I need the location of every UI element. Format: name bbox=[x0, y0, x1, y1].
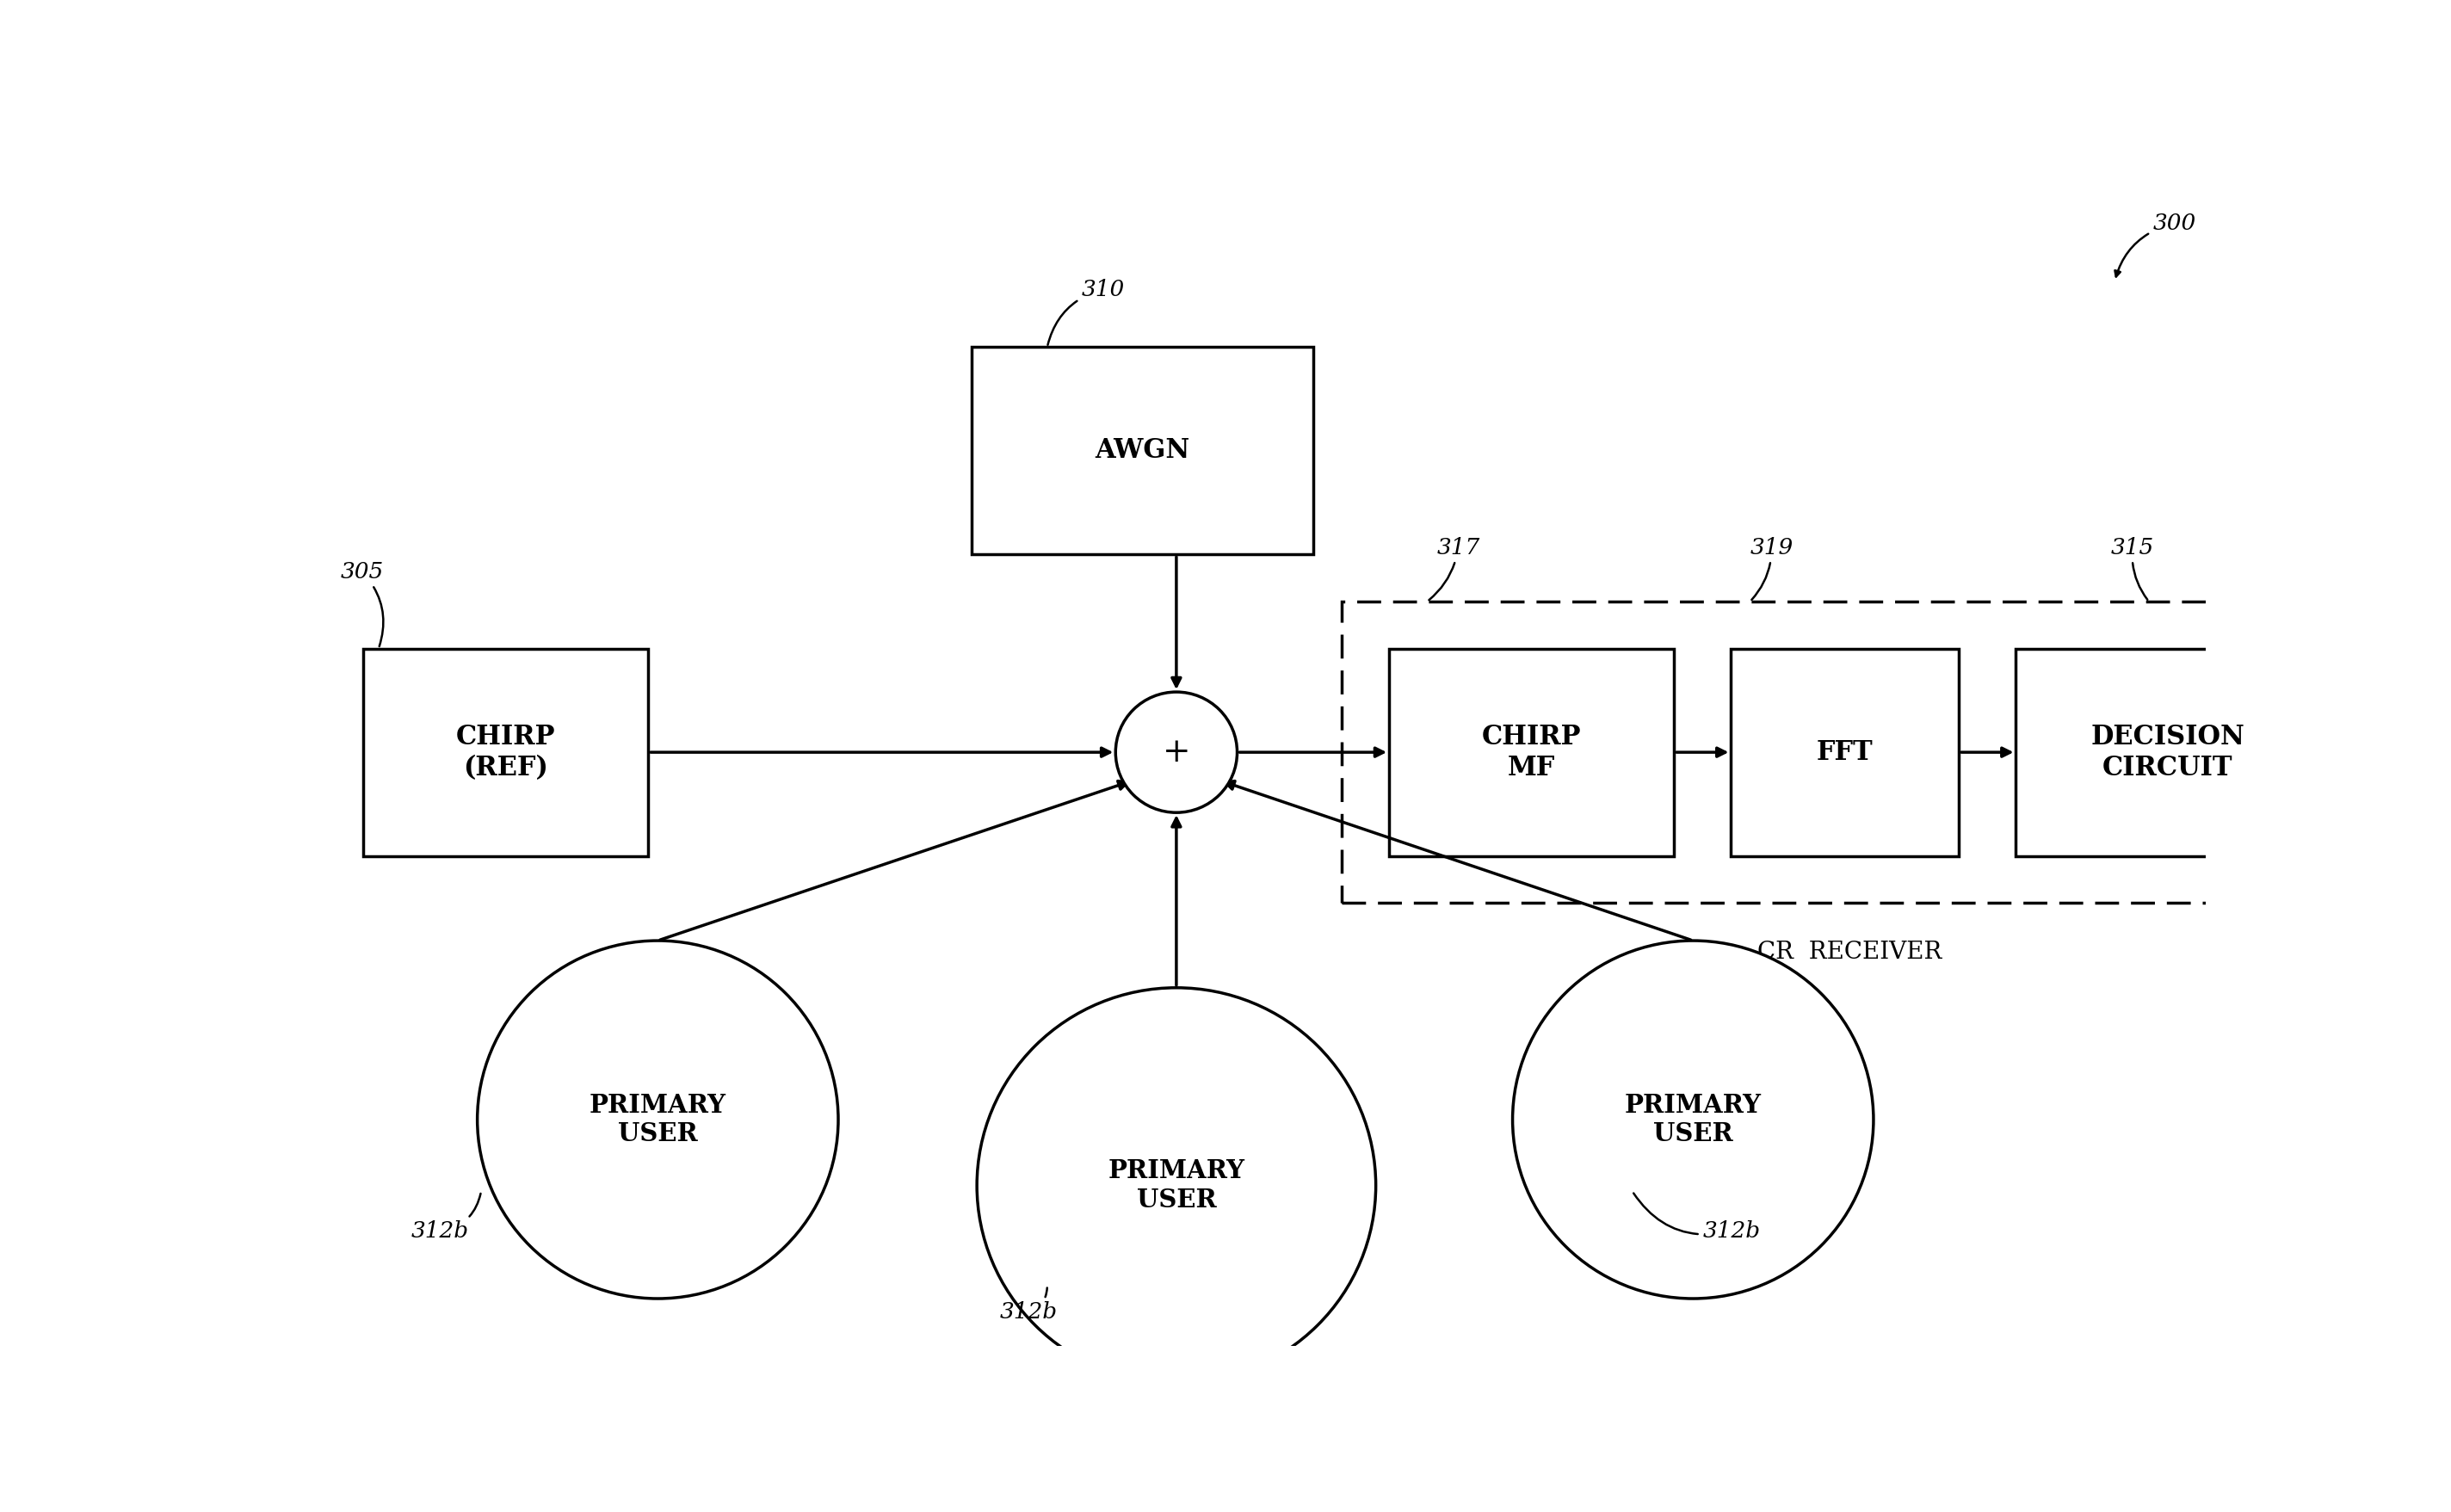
Text: +: + bbox=[1162, 736, 1191, 768]
Text: CHIRP
(REF): CHIRP (REF) bbox=[456, 724, 556, 782]
Text: 312b: 312b bbox=[412, 1193, 480, 1241]
Text: 317: 317 bbox=[1429, 537, 1480, 600]
Bar bbox=[2017, 649, 2321, 856]
Text: 315: 315 bbox=[2110, 537, 2154, 600]
Ellipse shape bbox=[478, 940, 838, 1299]
Text: PRIMARY
USER: PRIMARY USER bbox=[1108, 1158, 1245, 1213]
Bar bbox=[1341, 602, 2358, 903]
Text: CR  RECEIVER: CR RECEIVER bbox=[1757, 940, 1941, 963]
Text: DECISION
CIRCUIT: DECISION CIRCUIT bbox=[2091, 724, 2245, 782]
Bar bbox=[1390, 649, 1674, 856]
Bar bbox=[363, 649, 647, 856]
Bar bbox=[971, 348, 1314, 555]
Text: PRIMARY
USER: PRIMARY USER bbox=[1625, 1093, 1762, 1146]
Text: 300: 300 bbox=[2115, 213, 2196, 277]
Ellipse shape bbox=[978, 987, 1375, 1383]
Text: FFT: FFT bbox=[1816, 739, 1873, 765]
Bar bbox=[1730, 649, 1958, 856]
Text: 305: 305 bbox=[341, 561, 385, 646]
Text: AWGN: AWGN bbox=[1096, 437, 1189, 464]
Text: PRIMARY
USER: PRIMARY USER bbox=[588, 1093, 725, 1146]
Ellipse shape bbox=[1115, 692, 1238, 812]
Ellipse shape bbox=[1512, 940, 1873, 1299]
Text: 312b: 312b bbox=[1000, 1288, 1056, 1323]
Text: 319: 319 bbox=[1750, 537, 1794, 600]
Text: CHIRP
MF: CHIRP MF bbox=[1483, 724, 1581, 782]
Text: 312b: 312b bbox=[1632, 1193, 1760, 1241]
Text: 310: 310 bbox=[1047, 278, 1125, 345]
